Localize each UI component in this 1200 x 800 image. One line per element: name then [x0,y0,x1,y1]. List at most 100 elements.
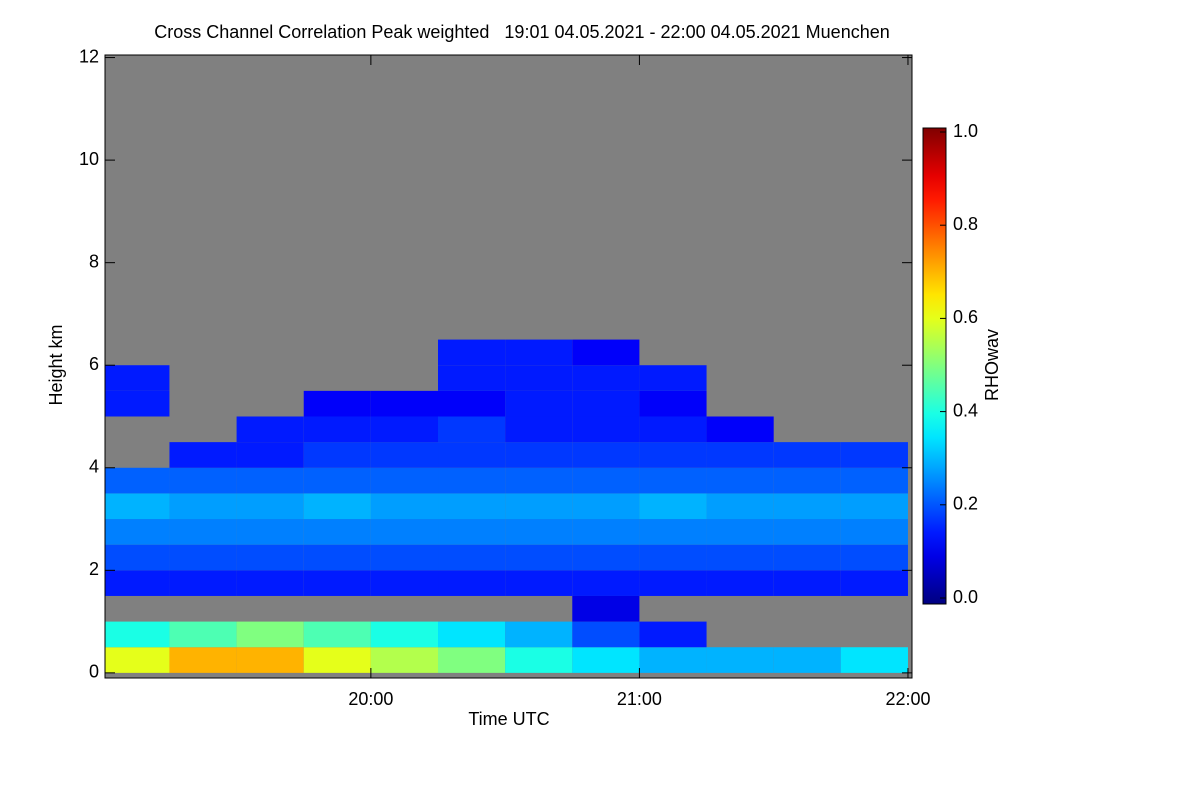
heatmap-cell [572,519,640,545]
heatmap-cell [303,416,371,443]
heatmap-cell [572,390,640,417]
colorbar-tick-label: 0.8 [953,214,978,234]
y-tick-label: 4 [89,457,99,477]
heatmap-cell [105,570,170,596]
heatmap-cell [370,621,439,648]
heatmap-cell [438,339,506,366]
heatmap-cell [505,544,573,571]
heatmap-cell [303,442,371,468]
heatmap-cell [773,442,841,468]
heatmap-cell [370,442,439,468]
heatmap-cell [639,621,707,648]
heatmap-cell [773,519,841,545]
heatmap-cell [438,544,506,571]
heatmap-cell [370,390,439,417]
heatmap-cell [236,416,304,443]
heatmap-cell [706,442,774,468]
heatmap-cell [236,621,304,648]
heatmap-cell [438,416,506,443]
heatmap-cell [840,493,908,520]
heatmap-cell [572,467,640,494]
heatmap-cell [572,442,640,468]
colorbar-label: RHOwav [982,329,1002,401]
plot-frame [104,54,913,679]
heatmap-cell [505,621,573,648]
heatmap-cell [236,570,304,596]
colorbar-tick-label: 0.0 [953,587,978,607]
heatmap-cell [572,339,640,366]
heatmap-cell [105,544,170,571]
heatmap-cell [236,544,304,571]
y-tick-label: 2 [89,559,99,579]
heatmap-cell [572,493,640,520]
x-axis-label: Time UTC [468,709,549,729]
heatmap-cell [438,390,506,417]
y-tick-label: 0 [89,662,99,682]
heatmap-cell [505,467,573,494]
heatmap-cell [169,647,237,673]
heatmap-cell [169,467,237,494]
heatmap-cell [438,621,506,648]
heatmap-cell [572,647,640,673]
heatmap-cell [169,544,237,571]
heatmap-cell [572,416,640,443]
heatmap-cell [169,442,237,468]
heatmap-cell [105,647,170,673]
heatmap-cell [236,519,304,545]
heatmap-cell [169,519,237,545]
heatmap-cell [438,365,506,391]
heatmap-cell [639,519,707,545]
heatmap-cell [438,442,506,468]
heatmap-cell [706,467,774,494]
heatmap-cell [639,390,707,417]
heatmap-cell [773,493,841,520]
heatmap-cell [370,544,439,571]
heatmap-cell [706,493,774,520]
y-tick-label: 6 [89,354,99,374]
colorbar-tick-label: 0.4 [953,400,978,420]
chart-title: Cross Channel Correlation Peak weighted … [154,22,890,42]
heatmap-cell [303,570,371,596]
heatmap-cell [370,416,439,443]
heatmap-cell [572,544,640,571]
heatmap-cell [505,390,573,417]
heatmap-cell [370,467,439,494]
heatmap-cell [773,647,841,673]
y-tick-label: 12 [79,46,99,66]
heatmap-cell [169,621,237,648]
heatmap-cell [505,442,573,468]
x-tick-label: 21:00 [617,689,662,709]
heatmap-cell [105,621,170,648]
heatmap-cell [840,544,908,571]
heatmap-cell [505,570,573,596]
heatmap-cell [639,647,707,673]
heatmap-cell [572,621,640,648]
heatmap-cell [303,519,371,545]
heatmap-cell [505,416,573,443]
heatmap-cell [706,416,774,443]
heatmap-cell [505,647,573,673]
heatmap-cell [639,493,707,520]
heatmap-cell [303,390,371,417]
colorbar [922,127,947,605]
colorbar-tick-label: 0.2 [953,494,978,514]
heatmap-cell [105,365,170,391]
heatmap-cell [236,647,304,673]
heatmap-cell [639,544,707,571]
heatmap-cell [505,339,573,366]
heatmap-cell [706,570,774,596]
heatmap-cell [706,647,774,673]
heatmap-cell [169,493,237,520]
heatmap-cell [303,493,371,520]
heatmap-cell [303,544,371,571]
y-tick-label: 10 [79,149,99,169]
heatmap-cell [840,442,908,468]
heatmap-cell [105,390,170,417]
heatmap-cell [840,519,908,545]
heatmap-cell [438,493,506,520]
heatmap-cell [505,493,573,520]
heatmap-cell [572,365,640,391]
y-tick-label: 8 [89,251,99,271]
heatmap-cell [236,493,304,520]
